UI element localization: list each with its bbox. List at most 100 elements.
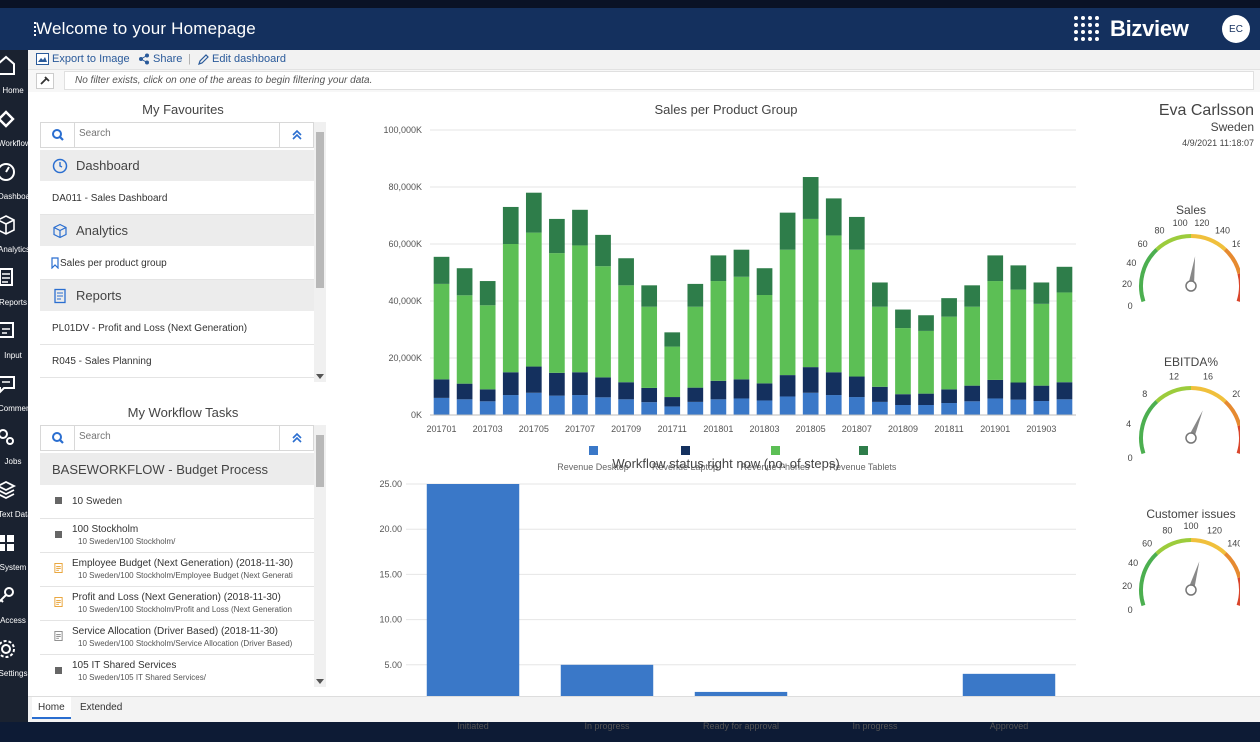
bar-revenue-laptop[interactable]	[549, 372, 565, 396]
bar-revenue-phones[interactable]	[825, 235, 842, 373]
favourites-search-button[interactable]	[41, 123, 75, 147]
sidebar-item-dashboards[interactable]: Dashboards	[0, 158, 28, 208]
bar-revenue-phones[interactable]	[918, 330, 934, 394]
bar-revenue-tablets[interactable]	[687, 283, 704, 307]
bar-revenue-tablets[interactable]	[456, 268, 473, 296]
bar-revenue-laptop[interactable]	[987, 379, 1004, 399]
sidebar-item-workflow[interactable]: Workflow	[0, 105, 28, 155]
bar-revenue-desktop[interactable]	[918, 405, 934, 415]
bar-revenue-phones[interactable]	[941, 316, 957, 390]
bar-revenue-desktop[interactable]	[779, 396, 796, 415]
bar-revenue-tablets[interactable]	[964, 285, 981, 307]
bar-revenue-desktop[interactable]	[964, 401, 981, 415]
bar-revenue-phones[interactable]	[479, 305, 496, 390]
bar-revenue-tablets[interactable]	[641, 285, 658, 307]
bar-revenue-laptop[interactable]	[848, 376, 865, 398]
workflow-collapse-button[interactable]	[279, 426, 313, 450]
favourites-collapse-button[interactable]	[279, 123, 313, 147]
workflow-scrollbar[interactable]	[314, 425, 326, 687]
bar-revenue-desktop[interactable]	[525, 392, 542, 415]
bar-revenue-laptop[interactable]	[802, 367, 819, 393]
bar-revenue-desktop[interactable]	[641, 402, 658, 415]
bar-revenue-desktop[interactable]	[710, 399, 727, 415]
bar-revenue-phones[interactable]	[664, 346, 681, 398]
share-button[interactable]: Share	[138, 53, 182, 65]
bar-revenue-tablets[interactable]	[733, 249, 750, 277]
bar-revenue-phones[interactable]	[848, 249, 865, 377]
legend-label[interactable]: Revenue Tablets	[830, 462, 897, 472]
bar-revenue-phones[interactable]	[641, 306, 658, 388]
bar-revenue-tablets[interactable]	[756, 268, 773, 296]
bar-revenue-tablets[interactable]	[1056, 266, 1073, 293]
sales-gauge[interactable]: Sales020406080100120140160180200220	[1090, 200, 1240, 330]
workflow-search-button[interactable]	[41, 426, 75, 450]
bar-revenue-phones[interactable]	[779, 249, 796, 376]
bar-revenue-phones[interactable]	[987, 281, 1004, 380]
user-avatar[interactable]: EC	[1222, 15, 1250, 43]
bar-revenue-tablets[interactable]	[895, 309, 911, 329]
bar-revenue-laptop[interactable]	[456, 383, 473, 400]
bar-revenue-desktop[interactable]	[941, 403, 957, 415]
bar-revenue-tablets[interactable]	[848, 216, 865, 250]
bar-revenue-phones[interactable]	[502, 244, 519, 373]
workflow-task-row[interactable]: 10 Sweden	[40, 485, 314, 519]
tab-home[interactable]: Home	[32, 697, 71, 719]
legend-label[interactable]: Revenue Laptop	[652, 462, 718, 472]
bar-revenue-phones[interactable]	[802, 218, 819, 368]
bar-revenue-desktop[interactable]	[479, 401, 496, 415]
bar-revenue-tablets[interactable]	[525, 192, 542, 233]
workflow-task-row[interactable]: Profit and Loss (Next Generation) (2018-…	[40, 587, 314, 621]
bar-revenue-desktop[interactable]	[802, 392, 819, 415]
bar-revenue-desktop[interactable]	[733, 398, 750, 415]
bar-revenue-tablets[interactable]	[479, 281, 496, 306]
bar-revenue-tablets[interactable]	[433, 256, 450, 284]
bar-revenue-laptop[interactable]	[595, 377, 611, 398]
favourites-group-reports[interactable]: Reports	[40, 280, 314, 312]
sidebar-item-jobs[interactable]: Jobs	[0, 423, 28, 473]
workflow-task-row[interactable]: 105 IT Shared Services 10 Sweden/105 IT S…	[40, 655, 314, 687]
customer-issues-gauge[interactable]: Customer issues0204060801001201401601802…	[1090, 504, 1240, 634]
bar-revenue-tablets[interactable]	[802, 177, 819, 219]
bar-revenue-tablets[interactable]	[595, 234, 611, 267]
bar-revenue-desktop[interactable]	[572, 395, 588, 415]
bar-revenue-phones[interactable]	[964, 306, 981, 386]
bar-revenue-laptop[interactable]	[825, 372, 842, 396]
bar-revenue-laptop[interactable]	[918, 393, 934, 406]
bar-revenue-tablets[interactable]	[941, 298, 957, 317]
bar-revenue-phones[interactable]	[872, 306, 888, 387]
export-image-button[interactable]: Export to Image	[36, 53, 130, 65]
sidebar-item-reports[interactable]: Reports	[0, 264, 28, 314]
legend-label[interactable]: Revenue Desktop	[557, 462, 629, 472]
legend-label[interactable]: Revenue Phones	[740, 462, 810, 472]
bar-revenue-desktop[interactable]	[848, 397, 865, 415]
favourite-item[interactable]: R045 - Sales Planning	[40, 345, 314, 378]
sidebar-item-system[interactable]: System	[0, 529, 28, 579]
bar-revenue-tablets[interactable]	[1010, 265, 1027, 290]
sidebar-item-home[interactable]: Home	[0, 52, 28, 102]
bar-revenue-tablets[interactable]	[1033, 282, 1050, 304]
bar-revenue-phones[interactable]	[710, 281, 727, 381]
bar-revenue-tablets[interactable]	[502, 206, 519, 244]
bar-revenue-laptop[interactable]	[756, 383, 773, 401]
bar-revenue-phones[interactable]	[895, 328, 911, 395]
bar-revenue-laptop[interactable]	[872, 386, 888, 402]
workflow-task-row[interactable]: Employee Budget (Next Generation) (2018-…	[40, 553, 314, 587]
bar-revenue-desktop[interactable]	[756, 400, 773, 415]
bar-revenue-phones[interactable]	[1033, 303, 1050, 386]
bar-revenue-desktop[interactable]	[456, 399, 473, 415]
menu-dots-icon[interactable]	[34, 22, 36, 36]
workflow-process-header[interactable]: BASEWORKFLOW - Budget Process	[40, 453, 314, 485]
bar-revenue-laptop[interactable]	[433, 379, 450, 398]
bar-revenue-laptop[interactable]	[664, 397, 681, 407]
sidebar-item-input[interactable]: Input	[0, 317, 28, 367]
bar-revenue-laptop[interactable]	[733, 379, 750, 399]
bar-revenue-laptop[interactable]	[687, 387, 704, 402]
favourite-item[interactable]: PL01DV - Profit and Loss (Next Generatio…	[40, 312, 314, 345]
legend-swatch[interactable]	[681, 446, 690, 455]
bar-revenue-desktop[interactable]	[664, 406, 681, 415]
bar-revenue-desktop[interactable]	[433, 397, 450, 415]
bar-initiated[interactable]	[426, 484, 520, 710]
bar-revenue-phones[interactable]	[687, 306, 704, 388]
workflow-task-row[interactable]: 100 Stockholm 10 Sweden/100 Stockholm/	[40, 519, 314, 553]
bar-revenue-laptop[interactable]	[479, 389, 496, 402]
